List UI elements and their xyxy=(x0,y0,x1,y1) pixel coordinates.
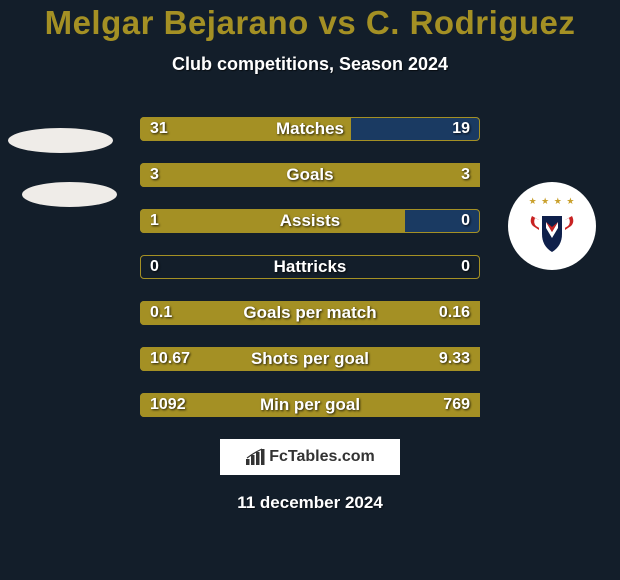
player2-club-logo: ★ ★ ★ ★ xyxy=(508,182,596,270)
vs-text: vs xyxy=(319,4,357,41)
stat-row: 0.1Goals per match0.16 xyxy=(140,301,480,325)
brand-footer-logo: FcTables.com xyxy=(220,439,400,475)
stat-row: 1Assists0 xyxy=(140,209,480,233)
club-shield-icon xyxy=(527,206,577,256)
stat-label: Min per goal xyxy=(140,393,480,417)
stat-label: Hattricks xyxy=(140,255,480,279)
stat-value-right: 19 xyxy=(452,117,470,141)
subtitle: Club competitions, Season 2024 xyxy=(0,54,620,75)
player2-name: C. Rodriguez xyxy=(366,4,576,41)
stat-row: 10.67Shots per goal9.33 xyxy=(140,347,480,371)
stat-value-right: 769 xyxy=(443,393,470,417)
stat-label: Assists xyxy=(140,209,480,233)
stat-value-right: 3 xyxy=(461,163,470,187)
player1-club-avatar-shadow xyxy=(22,182,117,207)
stat-value-right: 0 xyxy=(461,255,470,279)
bar-chart-icon xyxy=(245,448,265,466)
stat-label: Goals per match xyxy=(140,301,480,325)
stats-rows: 31Matches193Goals31Assists00Hattricks00.… xyxy=(0,117,620,417)
stat-label: Shots per goal xyxy=(140,347,480,371)
stat-label: Matches xyxy=(140,117,480,141)
stat-row: 3Goals3 xyxy=(140,163,480,187)
stat-value-right: 9.33 xyxy=(439,347,470,371)
stat-value-right: 0.16 xyxy=(439,301,470,325)
wings-shield-icon: ★ ★ ★ ★ xyxy=(527,197,577,256)
club-stars-icon: ★ ★ ★ ★ xyxy=(529,197,576,206)
footer-date: 11 december 2024 xyxy=(0,493,620,513)
stat-row: 1092Min per goal769 xyxy=(140,393,480,417)
stat-row: 31Matches19 xyxy=(140,117,480,141)
stat-value-right: 0 xyxy=(461,209,470,233)
stat-row: 0Hattricks0 xyxy=(140,255,480,279)
comparison-title: Melgar Bejarano vs C. Rodriguez xyxy=(0,4,620,42)
stat-label: Goals xyxy=(140,163,480,187)
player1-avatar-shadow xyxy=(8,128,113,153)
brand-name: FcTables.com xyxy=(269,448,375,466)
player1-name: Melgar Bejarano xyxy=(45,4,309,41)
